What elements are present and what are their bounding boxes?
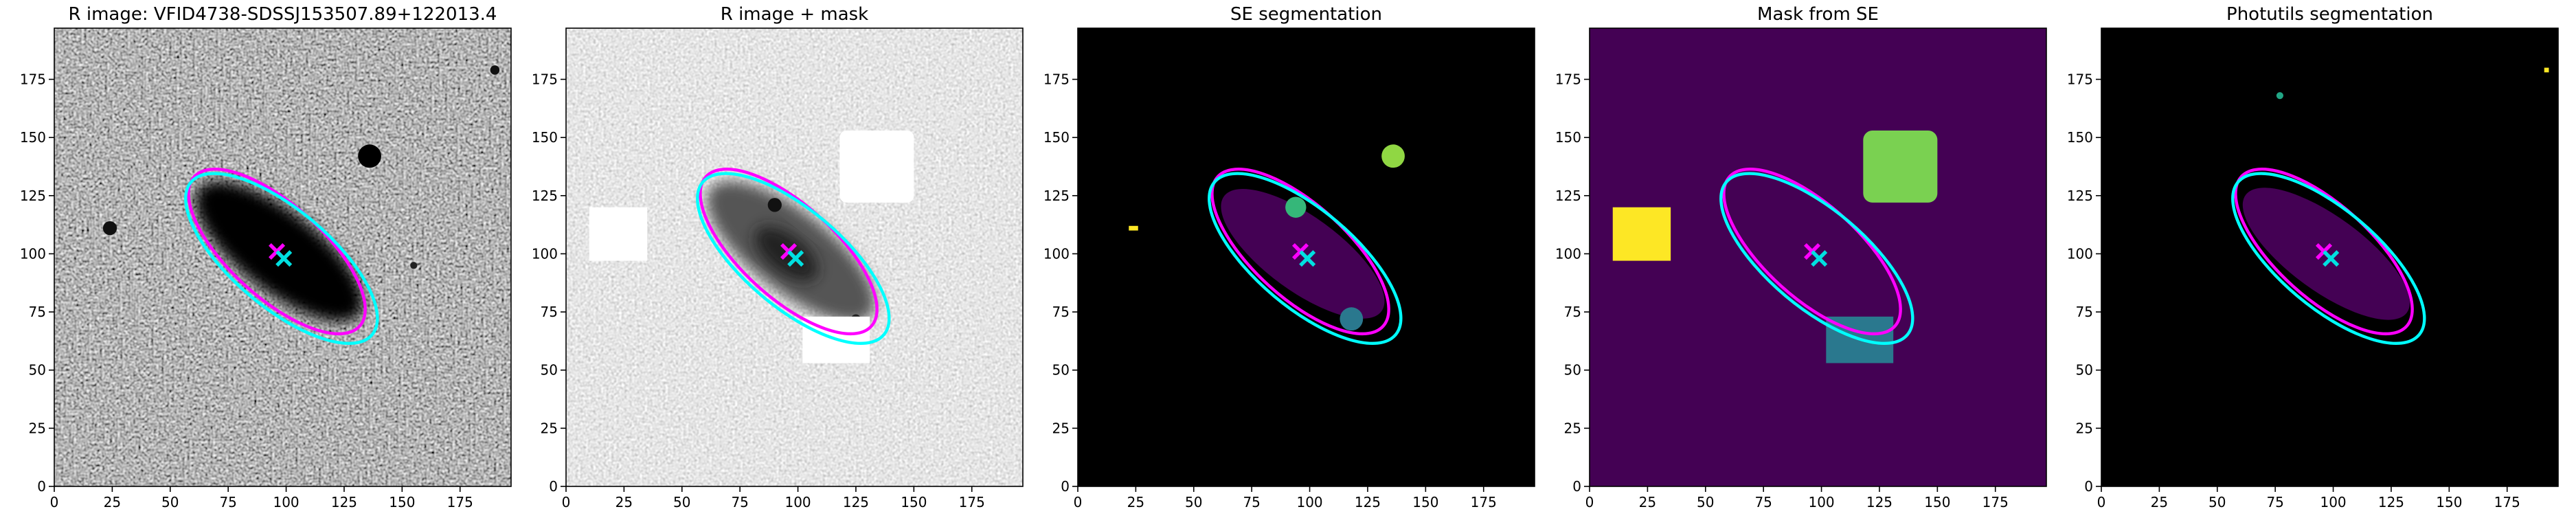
x-tick-label: 25 [1639,494,1656,510]
x-tick-label: 25 [1127,494,1144,510]
x-tick-label: 175 [1471,494,1497,510]
y-tick-label: 100 [2067,245,2093,262]
y-tick-label: 175 [1043,71,1070,87]
x-tick-label: 25 [615,494,633,510]
panel-title: R image + mask [721,4,869,25]
x-tick-label: 0 [50,494,59,510]
panel-title: Mask from SE [1757,4,1879,25]
x-tick-label: 150 [1924,494,1950,510]
y-tick-label: 25 [1052,420,1070,436]
y-tick-label: 125 [532,188,558,204]
y-tick-label: 150 [532,129,558,146]
x-tick-label: 75 [1243,494,1260,510]
x-tick-label: 25 [104,494,121,510]
y-tick-label: 0 [2084,478,2093,495]
image-panel [2101,28,2558,486]
x-tick-label: 0 [1585,494,1594,510]
x-tick-label: 0 [2097,494,2106,510]
y-tick-label: 75 [1564,304,1581,320]
y-tick-label: 75 [29,304,46,320]
x-tick-label: 175 [1982,494,2009,510]
y-tick-label: 100 [1043,245,1070,262]
y-tick-label: 175 [532,71,558,87]
x-tick-label: 150 [901,494,927,510]
y-tick-label: 50 [541,362,558,379]
x-tick-label: 175 [2494,494,2520,510]
x-tick-label: 75 [219,494,236,510]
y-tick-label: 50 [1564,362,1581,379]
x-tick-label: 125 [1866,494,1893,510]
y-tick-label: 75 [2076,304,2093,320]
y-tick-label: 150 [1555,129,1581,146]
x-tick-label: 150 [1412,494,1438,510]
x-tick-label: 75 [2266,494,2283,510]
axes-frame [565,27,1024,487]
y-tick-label: 0 [1061,478,1070,495]
y-tick-label: 0 [1572,478,1581,495]
axes-frame [54,27,512,487]
y-tick-label: 25 [2076,420,2093,436]
x-tick-label: 50 [1185,494,1202,510]
y-tick-label: 150 [1043,129,1070,146]
x-tick-label: 150 [389,494,415,510]
x-tick-label: 0 [1074,494,1083,510]
y-tick-label: 75 [541,304,558,320]
y-tick-label: 25 [1564,420,1581,436]
x-tick-label: 25 [2151,494,2168,510]
y-tick-label: 150 [20,129,46,146]
y-tick-label: 25 [541,420,558,436]
x-tick-label: 100 [273,494,299,510]
y-tick-label: 50 [2076,362,2093,379]
y-tick-label: 125 [20,188,46,204]
image-panel [566,28,1023,486]
y-tick-label: 100 [20,245,46,262]
y-tick-label: 75 [1052,304,1070,320]
y-tick-label: 25 [29,420,46,436]
x-tick-label: 125 [843,494,869,510]
x-tick-label: 125 [1355,494,1381,510]
x-tick-label: 100 [1808,494,1834,510]
y-tick-label: 175 [2067,71,2093,87]
x-tick-label: 75 [731,494,748,510]
x-tick-label: 50 [673,494,690,510]
x-tick-label: 175 [447,494,473,510]
y-tick-label: 150 [2067,129,2093,146]
panel-title: Photutils segmentation [2226,4,2433,25]
x-tick-label: 125 [2378,494,2404,510]
y-tick-label: 50 [29,362,46,379]
y-tick-label: 175 [20,71,46,87]
axes-frame [1077,27,1535,487]
y-tick-label: 50 [1052,362,1070,379]
y-tick-label: 125 [1555,188,1581,204]
x-tick-label: 100 [1296,494,1322,510]
x-tick-label: 150 [2436,494,2462,510]
y-tick-label: 125 [1043,188,1070,204]
axes-frame [2101,27,2559,487]
x-tick-label: 0 [562,494,571,510]
image-panel [1078,28,1535,486]
x-tick-label: 100 [784,494,811,510]
image-panel [1590,28,2046,486]
image-panel [54,28,511,486]
y-tick-label: 0 [37,478,46,495]
x-tick-label: 50 [1697,494,1714,510]
axes-frame [1589,27,2047,487]
x-tick-label: 175 [959,494,985,510]
x-tick-label: 100 [2320,494,2346,510]
panel-title: R image: VFID4738-SDSSJ153507.89+122013.… [69,4,497,25]
x-tick-label: 125 [331,494,357,510]
y-tick-label: 100 [1555,245,1581,262]
x-tick-label: 50 [161,494,179,510]
y-tick-label: 125 [2067,188,2093,204]
x-tick-label: 50 [2208,494,2226,510]
panel-title: SE segmentation [1230,4,1382,25]
y-tick-label: 175 [1555,71,1581,87]
x-tick-label: 75 [1754,494,1772,510]
y-tick-label: 0 [549,478,558,495]
y-tick-label: 100 [532,245,558,262]
